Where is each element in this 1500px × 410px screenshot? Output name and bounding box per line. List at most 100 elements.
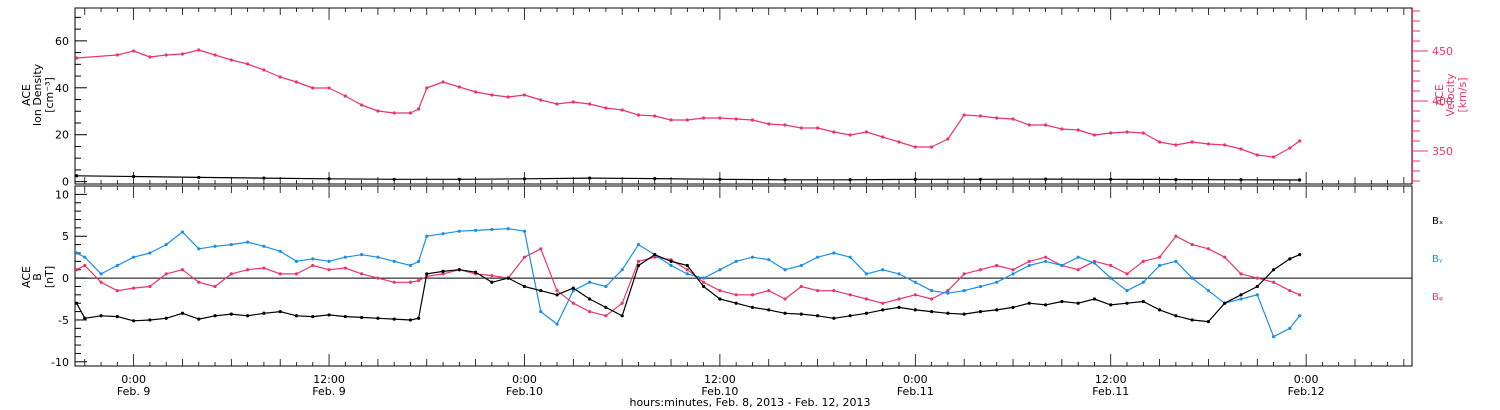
by-point	[164, 243, 168, 247]
bx-point	[457, 268, 461, 272]
bx-point	[1011, 305, 1015, 309]
bx-point	[474, 270, 478, 274]
bz-point	[555, 289, 559, 293]
density-point	[848, 178, 852, 182]
bx-point	[75, 301, 79, 305]
velocity-point	[311, 86, 315, 90]
bz-point	[180, 268, 185, 272]
bx-point	[718, 297, 722, 301]
by-point	[799, 263, 803, 268]
by-point	[197, 247, 201, 251]
bx-point	[164, 316, 168, 320]
x-tick-time: 12:00	[313, 373, 345, 386]
bz-point	[343, 266, 347, 270]
by-point	[506, 227, 510, 231]
bz-point	[1190, 243, 1194, 247]
bx-point	[1206, 320, 1211, 324]
bz-point	[1288, 289, 1292, 293]
bx-point	[1223, 301, 1227, 305]
by-point	[278, 249, 282, 253]
velocity-point	[164, 53, 168, 57]
x-tick-time: 12:00	[704, 373, 736, 386]
by-point	[1109, 276, 1113, 280]
bx-point	[750, 305, 755, 309]
velocity-point	[636, 113, 641, 117]
by-point	[571, 289, 575, 293]
bz-point	[718, 289, 722, 293]
bz-point	[588, 309, 592, 314]
bx-point	[783, 311, 787, 315]
bz-point	[1174, 234, 1178, 238]
velocity-point	[1109, 131, 1113, 135]
by-point	[408, 263, 413, 268]
velocity-point	[327, 86, 331, 90]
by-point	[148, 251, 152, 255]
top-left-axis: 0 20 40 60	[55, 16, 87, 189]
velocity-point	[197, 48, 201, 52]
bz-point	[897, 297, 901, 301]
velocity-point	[278, 75, 282, 79]
density-point	[262, 176, 266, 180]
density-point	[1239, 178, 1243, 182]
bx-point	[1109, 303, 1113, 307]
bx-point	[636, 263, 641, 268]
legend-by: Bᵧ	[1432, 254, 1443, 265]
velocity-point	[962, 113, 966, 117]
bz-point	[881, 301, 885, 305]
velocity-axis-title-line2: Velocity	[1444, 73, 1457, 117]
bz-point	[417, 279, 421, 283]
bx-point	[343, 315, 347, 319]
bz-point	[311, 263, 315, 268]
by-point	[897, 272, 901, 276]
bz-point	[164, 272, 168, 276]
velocity-point	[1288, 146, 1292, 150]
by-point	[490, 227, 494, 232]
by-point	[702, 276, 706, 280]
by-point	[1060, 263, 1064, 268]
by-point	[132, 255, 136, 259]
bottom-panel-series	[75, 227, 1302, 339]
by-point	[425, 234, 429, 238]
bx-point	[1125, 301, 1129, 305]
y-tick-label: 0	[62, 176, 69, 189]
velocity-point	[734, 117, 738, 121]
velocity-point	[474, 90, 478, 94]
velocity-point	[995, 116, 999, 120]
velocity-point	[669, 118, 673, 122]
bx-point	[1157, 308, 1162, 312]
bx-point	[555, 293, 559, 297]
bx-point	[864, 311, 869, 315]
y2-tick-label: 350	[1432, 145, 1453, 158]
by-point	[588, 280, 592, 284]
density-point	[197, 175, 201, 180]
bz-point	[571, 301, 575, 305]
velocity-point	[848, 133, 852, 137]
bz-point	[995, 263, 999, 268]
velocity-point	[1092, 133, 1097, 137]
velocity-axis-title-line1: ACE	[1433, 84, 1446, 106]
bx-point	[132, 319, 136, 323]
bx-point	[376, 316, 380, 320]
velocity-point	[1174, 143, 1178, 147]
top-panel-frame	[74, 7, 1413, 185]
x-tick-time: 0:00	[903, 373, 928, 386]
velocity-point	[262, 68, 266, 72]
by-point	[1027, 263, 1031, 268]
bz-point	[229, 272, 233, 276]
by-point	[441, 232, 445, 236]
by-point	[1141, 280, 1145, 284]
y-tick-label: -10	[51, 356, 69, 369]
top-right-axis: 350 400 450	[1412, 8, 1453, 184]
bx-point	[1141, 299, 1145, 304]
y-tick-label: 0	[62, 272, 69, 285]
bz-point	[864, 297, 869, 301]
velocity-point	[1141, 131, 1145, 135]
velocity-point	[1206, 142, 1211, 146]
by-point	[864, 272, 869, 276]
bz-point	[734, 293, 738, 297]
bx-point	[913, 308, 917, 312]
bz-point	[685, 268, 689, 272]
by-point	[978, 284, 983, 289]
by-point	[734, 259, 738, 263]
bz-point	[83, 263, 87, 268]
